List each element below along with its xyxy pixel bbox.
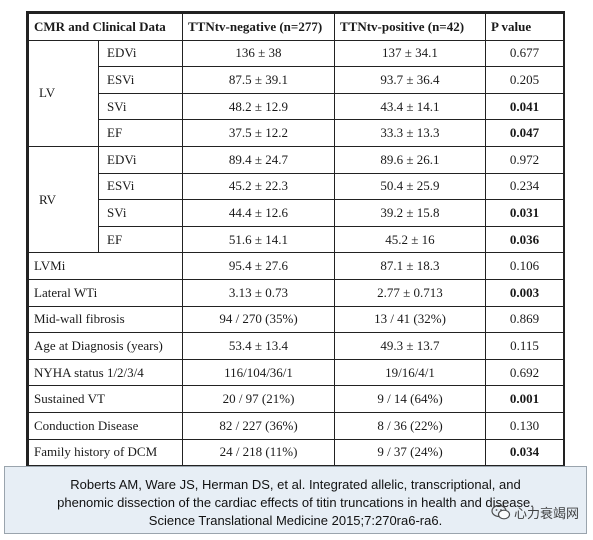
ttntv-negative-value: 89.4 ± 24.7: [182, 145, 335, 174]
header-ttntv-positive: TTNtv-positive (n=42): [334, 13, 486, 41]
ttntv-negative-value: 136 ± 38: [182, 39, 335, 68]
ttntv-negative-value: 48.2 ± 12.9: [182, 92, 335, 121]
table-row: LV EDVi 136 ± 38 137 ± 34.1 0.677: [28, 39, 564, 147]
ttntv-positive-value: 13 / 41 (32%): [334, 305, 486, 334]
group-label: LV: [28, 39, 99, 147]
p-value: 0.036: [485, 225, 564, 254]
row-label: Family history of DCM: [28, 438, 183, 467]
table-row: Sustained VT 20 / 97 (21%) 9 / 14 (64%) 0.0…: [28, 385, 564, 413]
header-p-value: P value: [485, 13, 564, 41]
p-value: 0.041: [485, 92, 564, 121]
ttntv-positive-value: 19/16/4/1: [334, 358, 486, 387]
row-label: EF: [98, 225, 183, 254]
p-value: 0.972: [485, 145, 564, 174]
watermark-text: 心力衰竭网: [513, 507, 579, 522]
row-label: EF: [98, 119, 183, 147]
ttntv-positive-value: 93.7 ± 36.4: [334, 66, 486, 94]
p-value: 0.234: [485, 172, 564, 201]
row-label: Mid-wall fibrosis: [28, 305, 183, 334]
table-row: NYHA status 1/2/3/4 116/104/36/1 19/16/4/1…: [28, 358, 564, 387]
ttntv-negative-value: 3.13 ± 0.73: [182, 278, 335, 307]
row-label: SVi: [98, 92, 183, 121]
table-row: Lateral WTi 3.13 ± 0.73 2.77 ± 0.713 0.003: [28, 278, 564, 307]
p-value: 0.001: [485, 385, 564, 413]
ttntv-negative-value: 51.6 ± 14.1: [182, 225, 335, 254]
table-row: Age at Diagnosis (years) 53.4 ± 13.4 49.3 …: [28, 332, 564, 360]
citation-line-2: phenomic dissection of the cardiac effec…: [57, 495, 534, 510]
table-row: SVi 48.2 ± 12.9 43.4 ± 14.1 0.041: [29, 92, 564, 121]
group-label: RV: [28, 145, 99, 254]
row-label: NYHA status 1/2/3/4: [28, 358, 183, 387]
ttntv-negative-value: 45.2 ± 22.3: [182, 172, 335, 201]
row-label: Lateral WTi: [28, 278, 183, 307]
ttntv-positive-value: 89.6 ± 26.1: [334, 145, 486, 174]
ttntv-positive-value: 43.4 ± 14.1: [334, 92, 486, 121]
row-label: EDVi: [98, 145, 183, 174]
ttntv-negative-value: 82 / 227 (36%): [182, 411, 335, 440]
p-value: 0.034: [485, 438, 564, 467]
table-row: SVi 44.4 ± 12.6 39.2 ± 15.8 0.031: [29, 199, 564, 227]
ttntv-negative-value: 44.4 ± 12.6: [182, 199, 335, 227]
ttntv-positive-value: 137 ± 34.1: [334, 39, 486, 68]
table-header-row: CMR and Clinical Data TTNtv-negative (n=…: [28, 13, 564, 41]
citation-line-3: Science Translational Medicine 2015;7:27…: [148, 513, 443, 528]
ttntv-negative-value: 24 / 218 (11%): [182, 438, 335, 467]
citation-box: Roberts AM, Ware JS, Herman DS, et al. I…: [4, 466, 587, 534]
ttntv-positive-value: 87.1 ± 18.3: [334, 252, 486, 280]
p-value: 0.115: [485, 332, 564, 360]
row-label: Sustained VT: [28, 385, 183, 413]
ttntv-positive-value: 2.77 ± 0.713: [334, 278, 486, 307]
citation-line-1: Roberts AM, Ware JS, Herman DS, et al. I…: [70, 477, 521, 492]
p-value: 0.106: [485, 252, 564, 280]
table-row: ESVi 45.2 ± 22.3 50.4 ± 25.9 0.234: [29, 172, 564, 201]
p-value: 0.003: [485, 278, 564, 307]
watermark: 心力衰竭网: [491, 503, 579, 522]
ttntv-negative-value: 87.5 ± 39.1: [182, 66, 335, 94]
p-value: 0.692: [485, 358, 564, 387]
table-row: LVMi 95.4 ± 27.6 87.1 ± 18.3 0.106: [28, 252, 564, 280]
data-table: CMR and Clinical Data TTNtv-negative (n=…: [28, 13, 564, 467]
header-ttntv-negative: TTNtv-negative (n=277): [182, 13, 335, 41]
table-row: RV EDVi 89.4 ± 24.7 89.6 ± 26.1 0.972: [28, 145, 564, 254]
ttntv-positive-value: 9 / 14 (64%): [334, 385, 486, 413]
p-value: 0.677: [485, 39, 564, 68]
row-label: Age at Diagnosis (years): [28, 332, 183, 360]
ttntv-negative-value: 95.4 ± 27.6: [182, 252, 335, 280]
table-row: Mid-wall fibrosis 94 / 270 (35%) 13 / 41 (…: [28, 305, 564, 334]
row-label: ESVi: [98, 172, 183, 201]
row-label: SVi: [98, 199, 183, 227]
p-value: 0.047: [485, 119, 564, 147]
table-row: EF 37.5 ± 12.2 33.3 ± 13.3 0.047: [29, 119, 564, 147]
row-label: LVMi: [28, 252, 183, 280]
ttntv-positive-value: 39.2 ± 15.8: [334, 199, 486, 227]
p-value: 0.205: [485, 66, 564, 94]
ttntv-positive-value: 45.2 ± 16: [334, 225, 486, 254]
header-cmr-clinical-data: CMR and Clinical Data: [28, 13, 183, 41]
table-row: Conduction Disease 82 / 227 (36%) 8 / 36 (…: [28, 411, 564, 440]
ttntv-negative-value: 53.4 ± 13.4: [182, 332, 335, 360]
ttntv-negative-value: 20 / 97 (21%): [182, 385, 335, 413]
p-value: 0.869: [485, 305, 564, 334]
ttntv-positive-value: 9 / 37 (24%): [334, 438, 486, 467]
p-value: 0.031: [485, 199, 564, 227]
ttntv-negative-value: 116/104/36/1: [182, 358, 335, 387]
row-label: ESVi: [98, 66, 183, 94]
row-label: Conduction Disease: [28, 411, 183, 440]
ttntv-positive-value: 33.3 ± 13.3: [334, 119, 486, 147]
ttntv-negative-value: 37.5 ± 12.2: [182, 119, 335, 147]
row-label: EDVi: [98, 39, 183, 68]
ttntv-negative-value: 94 / 270 (35%): [182, 305, 335, 334]
wechat-icon: [491, 504, 511, 520]
ttntv-positive-value: 8 / 36 (22%): [334, 411, 486, 440]
table-body: LV EDVi 136 ± 38 137 ± 34.1 0.677 ESVi 87.5 ± …: [28, 39, 564, 467]
table-row: Family history of DCM 24 / 218 (11%) 9 / 3…: [28, 438, 564, 467]
ttntv-positive-value: 49.3 ± 13.7: [334, 332, 486, 360]
data-table-frame: CMR and Clinical Data TTNtv-negative (n=…: [26, 11, 565, 469]
table-row: EF 51.6 ± 14.1 45.2 ± 16 0.036: [29, 225, 564, 254]
table-row: ESVi 87.5 ± 39.1 93.7 ± 36.4 0.205: [29, 66, 564, 94]
p-value: 0.130: [485, 411, 564, 440]
ttntv-positive-value: 50.4 ± 25.9: [334, 172, 486, 201]
